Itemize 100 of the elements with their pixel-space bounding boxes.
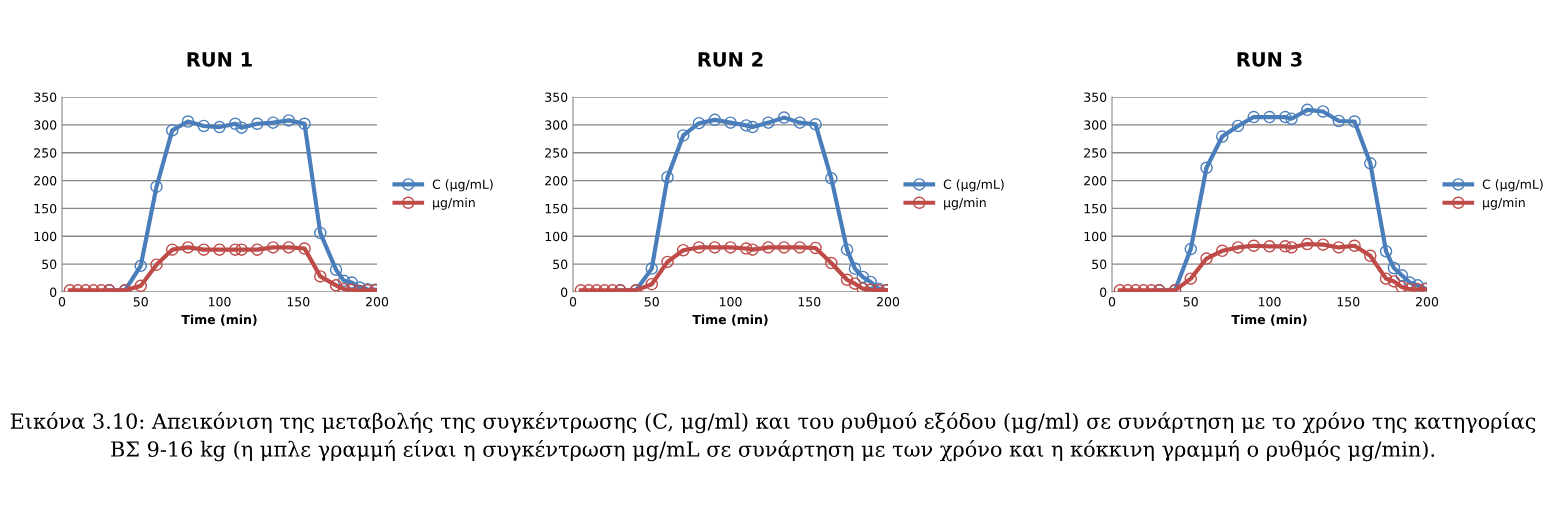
point [329, 263, 343, 276]
y-tick-label: 50 [42, 259, 57, 270]
point [692, 241, 706, 254]
point [213, 120, 226, 134]
point [746, 243, 759, 256]
text: Εικόνα 3.10: Απεικόνιση της μεταβολής της συγκέντρωσης (C, μg/ml) και του ρυθμού εξόδου (μg/ml) σε συνάρτηση με το χρόνο της κατηγορίας ΒΣ 9-16 kg (η μπλε γραμμή είναι η συγκέντρωση μg/mL σε συνάρτηση με των χρόνο και η κόκκινη γραμμή ο ρυθμός μg/min). [10, 412, 1536, 462]
y-tick-label: 100 [1084, 231, 1107, 242]
point [329, 279, 343, 292]
point [708, 241, 722, 254]
point [1231, 241, 1245, 254]
point [266, 241, 280, 254]
x-tick-label: 100 [1258, 297, 1281, 307]
point [1215, 130, 1229, 143]
point [165, 124, 179, 137]
point [134, 259, 148, 273]
x-tick-label: 150 [287, 297, 310, 307]
y-tick-label: 300 [1084, 120, 1107, 130]
point [1247, 239, 1261, 253]
point [809, 241, 822, 255]
x-tick-label: 200 [876, 297, 900, 307]
point [1316, 105, 1330, 118]
y-tick-label: 100 [545, 231, 568, 242]
point [1278, 240, 1292, 253]
y-tick-label: 100 [34, 231, 57, 242]
point [298, 242, 311, 255]
point [235, 243, 248, 256]
point [1364, 249, 1377, 263]
point [1285, 241, 1298, 254]
point [1231, 119, 1245, 133]
y-tick-label: 200 [545, 176, 568, 186]
point [676, 129, 690, 142]
chart-title: RUN 1 [187, 52, 252, 67]
chart-title: RUN 3 [1237, 52, 1302, 67]
y-tick-label: 300 [34, 120, 57, 130]
x-tick-label: 200 [365, 297, 389, 307]
point [724, 241, 737, 254]
point [165, 243, 179, 256]
point [197, 243, 211, 256]
point [1379, 272, 1393, 285]
y-tick-label: 200 [1084, 176, 1107, 186]
point [1184, 272, 1198, 285]
x-tick-label: 100 [208, 297, 231, 307]
point [298, 117, 311, 130]
x-axis-title: Time (min) [181, 314, 257, 326]
legend-label: μg/min [433, 197, 475, 210]
point [251, 243, 264, 256]
x-tick-label: 50 [644, 297, 659, 307]
point [197, 119, 211, 133]
point [793, 116, 807, 129]
point [1364, 157, 1377, 170]
y-tick-label: 0 [561, 287, 568, 297]
point [676, 243, 690, 257]
point [181, 241, 195, 254]
point [1184, 242, 1198, 256]
x-tick-label: 150 [798, 297, 821, 307]
point [1200, 252, 1213, 265]
point [848, 277, 862, 290]
point [1215, 244, 1229, 258]
point [1387, 275, 1401, 288]
point [809, 118, 822, 131]
y-tick-label: 50 [553, 259, 568, 270]
point [1332, 114, 1346, 128]
legend-label: C (μg/mL) [1482, 179, 1543, 192]
point [181, 115, 195, 128]
x-axis-title: Time (min) [692, 314, 768, 326]
point [708, 113, 722, 127]
point [840, 243, 854, 256]
point [228, 243, 242, 256]
point [282, 114, 296, 127]
point [345, 276, 359, 289]
point [1301, 103, 1314, 117]
y-tick-label: 0 [1100, 287, 1107, 297]
point [1348, 239, 1361, 253]
point [645, 277, 659, 291]
y-tick-label: 250 [1084, 148, 1107, 158]
y-tick-label: 250 [34, 148, 57, 158]
point [1387, 261, 1401, 275]
point [337, 274, 351, 288]
point [1348, 115, 1361, 128]
y-tick-label: 250 [545, 148, 568, 158]
point [661, 255, 674, 269]
x-axis-title: Time (min) [1231, 314, 1307, 326]
x-tick-label: 100 [719, 297, 742, 307]
point [150, 258, 163, 271]
point [762, 241, 775, 254]
point [266, 116, 280, 129]
point [213, 243, 226, 256]
x-tick-label: 150 [1337, 297, 1360, 307]
y-tick-label: 350 [545, 92, 568, 102]
x-tick-label: 50 [133, 297, 148, 307]
y-tick-label: 0 [50, 287, 57, 297]
legend-label: μg/min [944, 197, 986, 210]
legend-label: C (μg/mL) [943, 179, 1004, 192]
point [314, 226, 327, 240]
point [793, 241, 807, 254]
point [251, 117, 264, 130]
point [235, 121, 248, 134]
point [1316, 238, 1330, 251]
y-tick-label: 200 [34, 176, 57, 186]
point [724, 116, 737, 129]
